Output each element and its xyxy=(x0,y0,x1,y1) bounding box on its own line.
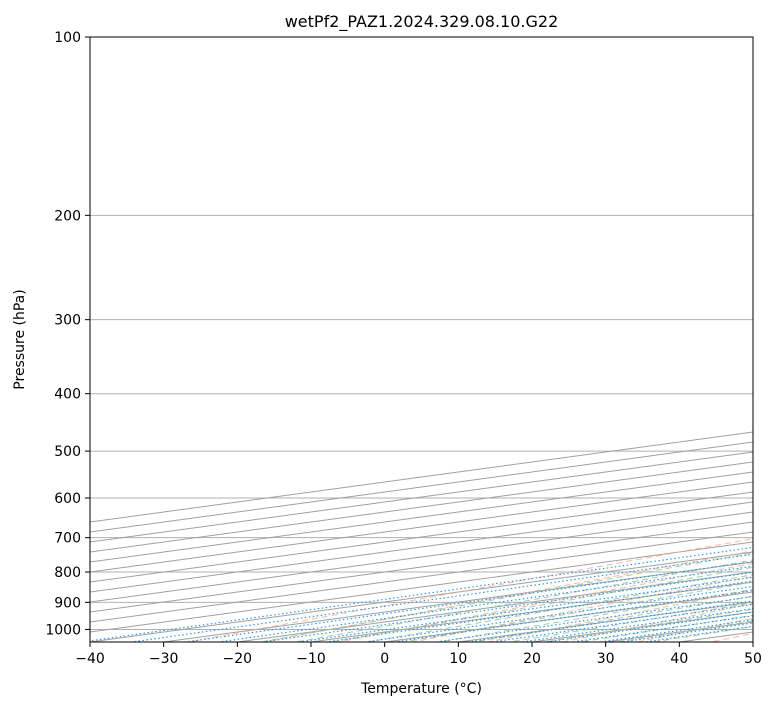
moist-adiabat xyxy=(541,608,753,642)
y-tick-label: 900 xyxy=(54,595,81,611)
isotherm xyxy=(90,511,753,603)
isotherm xyxy=(90,501,753,593)
moist-adiabat xyxy=(435,588,753,642)
y-tick-label: 800 xyxy=(54,565,81,581)
x-tick-label: −40 xyxy=(75,651,105,667)
isotherm xyxy=(90,441,753,533)
x-tick-label: 30 xyxy=(597,651,615,667)
isotherm xyxy=(90,521,753,613)
mixing-ratio-line xyxy=(128,553,753,642)
x-tick-label: 50 xyxy=(744,651,762,667)
isotherm xyxy=(90,531,753,623)
moist-adiabat xyxy=(613,620,753,642)
x-tick-label: −20 xyxy=(223,651,253,667)
plot-frame xyxy=(89,36,754,643)
mixing-ratio-line xyxy=(488,603,753,642)
mixing-ratio-line xyxy=(542,611,753,642)
isotherm xyxy=(90,541,753,633)
dry-adiabat-lines xyxy=(185,538,753,642)
moist-adiabat xyxy=(257,552,753,642)
y-tick-label: 600 xyxy=(54,491,81,507)
y-tick-label: 700 xyxy=(54,531,81,547)
x-tick-label: 20 xyxy=(523,651,541,667)
isotherm xyxy=(749,641,753,642)
y-tick-label: 400 xyxy=(54,387,81,403)
moist-adiabat xyxy=(329,566,753,642)
isotherm xyxy=(90,431,753,523)
isotherm xyxy=(90,471,753,563)
y-tick-label: 300 xyxy=(54,313,81,329)
isotherm xyxy=(90,551,753,642)
pressure-gridlines xyxy=(90,37,753,630)
x-axis-label: Temperature (°C) xyxy=(360,681,482,697)
y-tick-label: 100 xyxy=(54,30,81,46)
isotherm xyxy=(159,561,753,642)
y-tick-label: 200 xyxy=(54,208,81,224)
mixing-ratio-line xyxy=(181,561,753,642)
moist-adiabat xyxy=(364,574,753,642)
moist-adiabat xyxy=(470,595,753,642)
dry-adiabat xyxy=(260,550,753,642)
x-tick-label: −10 xyxy=(296,651,326,667)
y-axis: 100 200 300 400 500 600 700 800 900 1000 xyxy=(45,30,90,638)
y-axis-label: Pressure (hPa) xyxy=(12,289,28,389)
dry-adiabat xyxy=(484,589,753,642)
dry-adiabat xyxy=(634,617,753,642)
isotherm xyxy=(90,491,753,583)
isotherm xyxy=(90,451,753,543)
mixing-ratio-line xyxy=(214,565,753,642)
x-axis: −40 −30 −20 −10 0 10 20 30 40 50 xyxy=(75,642,762,667)
moist-adiabat xyxy=(577,614,753,642)
dry-adiabat xyxy=(335,562,753,642)
mixing-ratio-lines xyxy=(90,546,753,642)
isotherm xyxy=(380,591,753,642)
isotherm xyxy=(601,621,753,642)
chart-title: wetPf2_PAZ1.2024.329.08.10.G22 xyxy=(285,12,559,32)
isotherm xyxy=(90,461,753,553)
moist-adiabat xyxy=(400,581,753,642)
dewpoint-line xyxy=(765,37,775,594)
mixing-ratio-line xyxy=(258,571,753,642)
y-tick-label: 500 xyxy=(54,444,81,460)
isotherm xyxy=(90,481,753,573)
dry-adiabat xyxy=(185,538,753,642)
x-tick-label: 10 xyxy=(449,651,467,667)
mixing-ratio-line xyxy=(518,608,753,642)
y-tick-label: 1000 xyxy=(45,622,81,638)
moist-adiabat xyxy=(506,602,753,642)
x-tick-label: −30 xyxy=(149,651,179,667)
mixing-ratio-line xyxy=(463,600,753,642)
isotherm-lines xyxy=(90,431,753,642)
x-tick-label: 40 xyxy=(670,651,688,667)
moist-adiabat-lines xyxy=(257,552,753,642)
x-tick-label: 0 xyxy=(380,651,389,667)
isotherm xyxy=(307,581,753,642)
isotherm xyxy=(233,571,753,642)
